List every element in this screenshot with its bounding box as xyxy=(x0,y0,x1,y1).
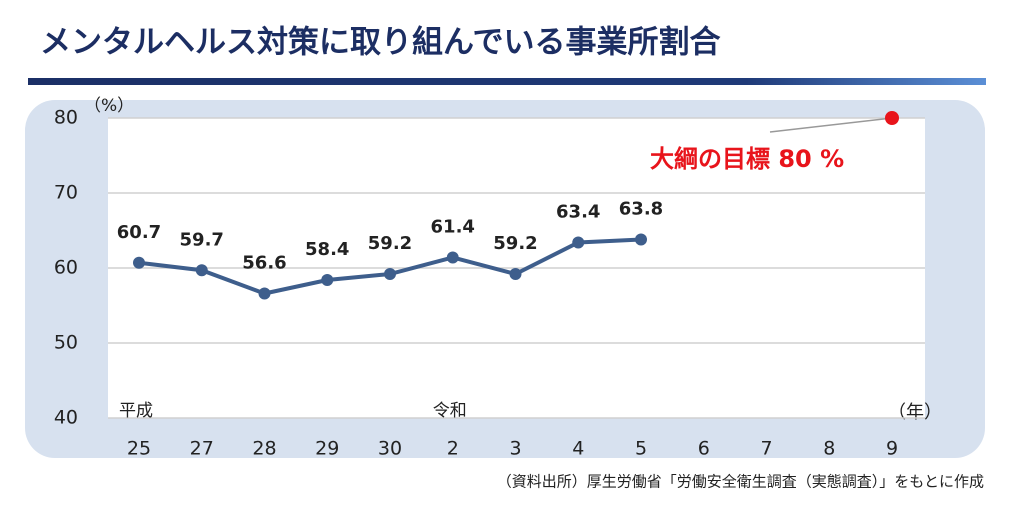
x-tick-label: 2 xyxy=(447,438,459,460)
point xyxy=(509,268,522,280)
x-tick-label: 7 xyxy=(760,438,772,460)
x-tick-label: 25 xyxy=(127,438,151,460)
point xyxy=(384,268,396,280)
x-tick-label: 28 xyxy=(252,438,276,460)
x-tick-label: 4 xyxy=(572,438,584,460)
data-label: 59.2 xyxy=(368,233,412,254)
era-label: 令和 xyxy=(433,401,467,421)
y-tick-label: 80 xyxy=(54,107,78,129)
x-tick-label: 3 xyxy=(509,438,521,460)
source-note: （資料出所）厚生労働省「労働安全衛生調査（実態調査）」をもとに作成 xyxy=(497,473,984,491)
x-tick-label: 5 xyxy=(635,438,647,460)
x-tick-label: 29 xyxy=(315,438,339,460)
data-label: 63.8 xyxy=(619,199,663,220)
target-leader xyxy=(769,117,893,133)
point xyxy=(572,236,585,249)
data-label: 61.4 xyxy=(431,217,475,238)
chart-title: メンタルヘルス対策に取り組んでいる事業所割合 xyxy=(40,25,720,61)
point xyxy=(321,274,334,286)
point xyxy=(133,256,145,269)
y-tick-label: 50 xyxy=(54,332,78,354)
point xyxy=(635,233,647,246)
x-tick-label: 6 xyxy=(698,438,710,460)
title-underline xyxy=(28,78,986,85)
y-tick-label: 70 xyxy=(54,182,78,204)
target-point xyxy=(885,111,899,125)
target-label: 大綱の目標 80 % xyxy=(650,145,844,173)
data-label: 59.7 xyxy=(180,229,224,250)
x-tick-label: 30 xyxy=(378,438,402,460)
x-tick-label: 9 xyxy=(886,438,898,460)
point xyxy=(195,264,208,277)
y-tick-label: 60 xyxy=(54,257,78,279)
point xyxy=(258,287,271,300)
data-label: 59.2 xyxy=(493,233,537,254)
data-label: 56.6 xyxy=(242,253,286,274)
data-label: 63.4 xyxy=(556,202,600,223)
data-label: 60.7 xyxy=(117,222,161,243)
data-label: 58.4 xyxy=(305,239,349,260)
era-label: 平成 xyxy=(119,401,153,421)
y-unit: （%） xyxy=(84,96,134,116)
x-unit: （年） xyxy=(888,402,942,423)
point xyxy=(446,251,459,264)
y-tick-label: 40 xyxy=(54,407,78,429)
x-tick-label: 27 xyxy=(190,438,214,460)
x-tick-label: 8 xyxy=(823,438,835,460)
